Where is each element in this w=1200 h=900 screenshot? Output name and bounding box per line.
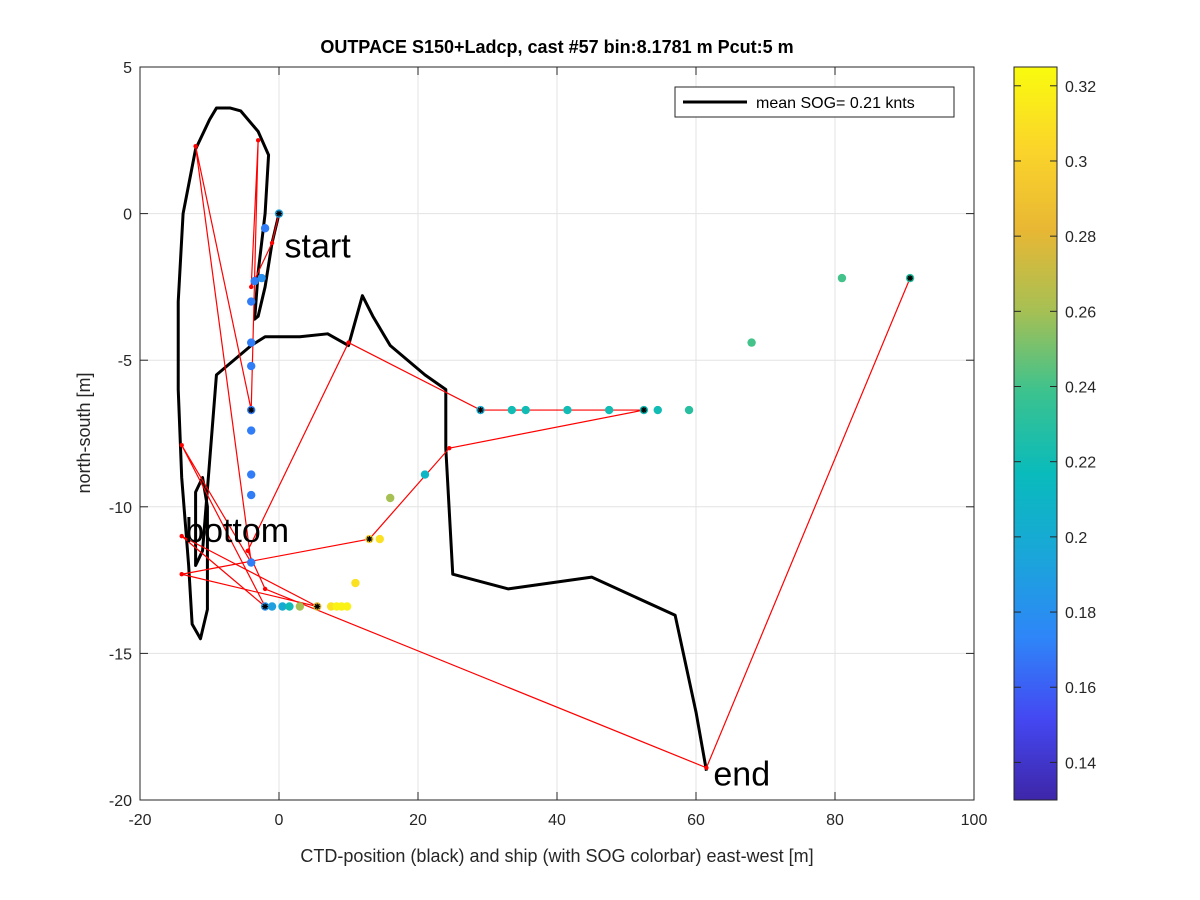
sog-point [257, 273, 266, 283]
colorbar-ticks: 0.14 0.16 0.18 0.2 0.22 0.24 0.26 0.28 0.3 0.32 [1014, 79, 1096, 772]
legend: mean SOG= 0.21 knts [674, 86, 955, 118]
ctd-star-marker [640, 407, 647, 414]
chart-title: OUTPACE S150+Ladcp, cast #57 bin:8.1781 … [320, 37, 793, 57]
ship-track-marker [255, 138, 261, 143]
sog-point [247, 426, 256, 435]
annotation-start: start [285, 228, 352, 266]
y-tick-label: -10 [109, 500, 132, 517]
sog-point [247, 361, 256, 371]
y-tick-label: 5 [123, 60, 132, 77]
x-tick-label: 20 [409, 812, 427, 829]
sog-point [386, 493, 395, 503]
y-tick-label: -20 [109, 793, 132, 810]
ship-track-marker [262, 586, 268, 592]
sog-point [247, 490, 256, 500]
sog-point [351, 578, 360, 588]
axis-ticks: -20 0 20 40 60 80 100 5 0 -5 -10 -15 -20 [109, 60, 988, 829]
sog-point [285, 602, 294, 611]
plot-data [176, 106, 915, 771]
ship-track-marker [179, 572, 184, 577]
y-axis-label: north-south [m] [74, 372, 94, 493]
sog-point [267, 602, 277, 611]
x-tick-label: -20 [128, 812, 151, 829]
ctd-star-marker [907, 275, 914, 282]
ctd-star-marker [477, 407, 484, 414]
y-tick-label: -5 [118, 353, 132, 370]
ctd-star-marker [314, 603, 321, 610]
sog-point [420, 470, 430, 479]
colorbar-tick-label: 0.28 [1065, 229, 1096, 246]
sog-point [247, 558, 256, 567]
ship-track-marker [179, 443, 184, 448]
sog-point [247, 297, 256, 306]
sog-point [260, 224, 270, 233]
ship-track-marker [704, 765, 709, 770]
sog-point [604, 405, 614, 415]
x-tick-label: 40 [548, 812, 566, 829]
colorbar-tick-label: 0.22 [1065, 455, 1096, 472]
colorbar-tick-label: 0.18 [1065, 605, 1096, 622]
sog-point [247, 338, 256, 347]
sog-point [521, 405, 530, 415]
ship-track-marker [269, 240, 275, 246]
sog-point [653, 405, 662, 415]
ship-track-marker [245, 548, 250, 553]
sog-point [837, 273, 847, 283]
sog-point [250, 276, 259, 286]
x-tick-label: 80 [826, 812, 844, 829]
colorbar-tick-label: 0.3 [1065, 154, 1087, 171]
x-tick-label: 100 [961, 812, 988, 829]
ctd-star-marker [366, 536, 373, 543]
ship-track-marker [249, 284, 254, 290]
ship-track-marker [193, 143, 198, 149]
sog-point [684, 405, 694, 415]
ctd-star-marker [248, 407, 255, 414]
sog-point [247, 470, 256, 479]
sog-point [278, 602, 287, 611]
x-tick-label: 0 [275, 812, 284, 829]
ctd-position-line [176, 106, 708, 771]
colorbar-tick-label: 0.24 [1065, 380, 1096, 397]
ship-track-marker [447, 445, 452, 451]
ship-track-marker [179, 533, 184, 539]
ctd-star-marker [276, 210, 282, 217]
colorbar-tick-label: 0.14 [1065, 755, 1096, 772]
legend-label: mean SOG= 0.21 knts [756, 95, 915, 112]
colorbar-tick-label: 0.26 [1065, 304, 1096, 321]
annotation-end: end [713, 755, 770, 793]
y-tick-label: 0 [123, 207, 132, 224]
annotation-bottom: bottom [185, 512, 289, 550]
colorbar [1013, 66, 1058, 801]
colorbar-tick-label: 0.2 [1065, 530, 1087, 547]
x-tick-label: 60 [687, 812, 705, 829]
sog-point [507, 405, 517, 415]
y-tick-label: -15 [109, 646, 132, 663]
ship-track-marker [346, 340, 351, 345]
colorbar-tick-label: 0.16 [1065, 680, 1096, 697]
sog-point [747, 338, 756, 347]
sog-point [563, 405, 572, 415]
sog-point [342, 602, 352, 611]
colorbar-tick-label: 0.32 [1065, 79, 1096, 96]
x-axis-label: CTD-position (black) and ship (with SOG … [300, 846, 813, 866]
sog-point [375, 534, 384, 544]
ctd-star-marker [262, 603, 269, 610]
sog-point [295, 602, 305, 611]
